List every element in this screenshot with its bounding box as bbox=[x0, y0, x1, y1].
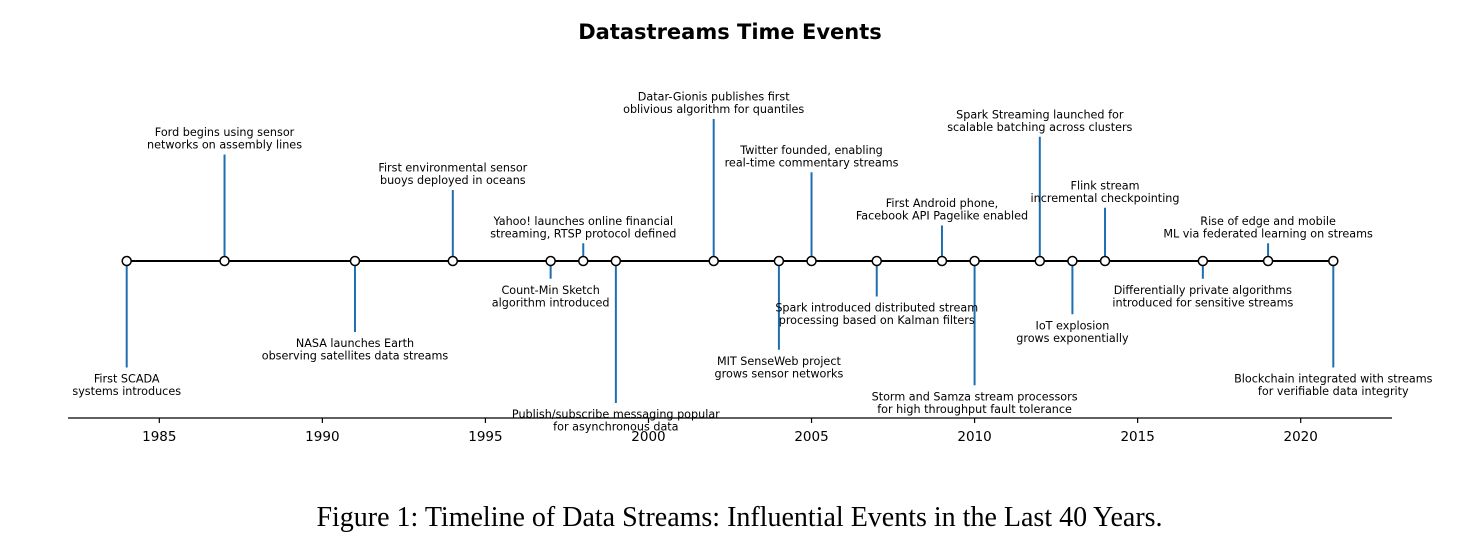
event-label-line: Storm and Samza stream processors bbox=[872, 390, 1078, 403]
event-label-line: Blockchain integrated with streams bbox=[1234, 373, 1433, 386]
event-label: Twitter founded, enabling real-time comme… bbox=[725, 144, 899, 170]
event-marker bbox=[121, 255, 132, 267]
x-axis-ticks: 1985 1990 1995 2000 2005 2010 2015 2020 bbox=[142, 418, 1318, 445]
event-label: Ford begins using sensor networks on asse… bbox=[147, 126, 302, 152]
event-label-line: IoT explosion bbox=[1036, 319, 1110, 332]
event-marker bbox=[578, 255, 589, 267]
event-marker bbox=[773, 255, 785, 267]
x-tick-label: 2020 bbox=[1284, 429, 1318, 445]
event-marker bbox=[969, 255, 980, 267]
event-label: MIT SenseWeb project grows sensor network… bbox=[715, 355, 844, 381]
event-label-line: NASA launches Earth bbox=[296, 337, 414, 350]
event-label: Spark Streaming launched for scalable bat… bbox=[947, 108, 1132, 134]
event-marker bbox=[1197, 255, 1209, 267]
event-label: Datar-Gionis publishes first oblivious al… bbox=[623, 91, 804, 117]
event-label: Yahoo! launches online financial streamin… bbox=[490, 215, 676, 241]
event-label: Flink stream incremental checkpointing bbox=[1031, 179, 1180, 205]
event-marker bbox=[610, 255, 622, 267]
x-tick-label: 1990 bbox=[305, 429, 339, 445]
event-marker bbox=[936, 255, 948, 267]
event-label-line: incremental checkpointing bbox=[1031, 192, 1180, 205]
event-label-line: for high throughput fault tolerance bbox=[877, 403, 1072, 416]
event-label-line: for verifiable data integrity bbox=[1258, 385, 1409, 398]
event-label-line: Count-Min Sketch bbox=[501, 284, 599, 297]
x-tick-label: 2010 bbox=[957, 429, 991, 445]
event-label: Spark introduced distributed stream proce… bbox=[775, 302, 978, 328]
event-label: Rise of edge and mobile ML via federated … bbox=[1163, 215, 1373, 241]
event-markers bbox=[121, 255, 1339, 267]
event-label-line: Ford begins using sensor bbox=[155, 126, 295, 139]
event-label-line: introduced for sensitive streams bbox=[1112, 296, 1293, 309]
event-marker bbox=[1328, 255, 1339, 267]
event-stems bbox=[125, 119, 1335, 403]
event-label-line: Publish/subscribe messaging popular bbox=[512, 408, 720, 421]
event-label-line: Yahoo! launches online financial bbox=[492, 215, 673, 228]
x-tick-label: 2005 bbox=[794, 429, 828, 445]
event-label-line: observing satellites data streams bbox=[262, 350, 449, 363]
event-label: Differentially private algorithms introdu… bbox=[1112, 284, 1293, 310]
event-marker bbox=[806, 255, 817, 267]
event-marker bbox=[219, 255, 230, 267]
event-label: First Android phone, Facebook API Pagelik… bbox=[856, 197, 1028, 223]
event-label-line: Datar-Gionis publishes first bbox=[638, 91, 790, 104]
event-label-line: networks on assembly lines bbox=[147, 139, 302, 152]
event-label: First SCADA systems introduces bbox=[72, 373, 181, 399]
event-label-line: processing based on Kalman filters bbox=[779, 314, 975, 327]
x-tick-label: 2015 bbox=[1120, 429, 1154, 445]
event-label: Publish/subscribe messaging popular for a… bbox=[512, 408, 720, 434]
event-label: Count-Min Sketch algorithm introduced bbox=[492, 284, 610, 310]
event-label-line: oblivious algorithm for quantiles bbox=[623, 103, 804, 116]
event-label-line: real-time commentary streams bbox=[725, 156, 899, 169]
event-label-line: Flink stream bbox=[1071, 179, 1140, 192]
event-label-line: grows sensor networks bbox=[715, 367, 844, 380]
event-label-line: grows exponentially bbox=[1016, 332, 1129, 345]
event-marker bbox=[708, 255, 719, 267]
timeline-chart: Datastreams Time Events First SCADA syste… bbox=[68, 20, 1433, 445]
chart-title: Datastreams Time Events bbox=[578, 20, 882, 44]
event-marker bbox=[1067, 255, 1078, 267]
event-label-line: Differentially private algorithms bbox=[1114, 284, 1292, 297]
event-label-line: systems introduces bbox=[72, 385, 181, 398]
event-label-line: MIT SenseWeb project bbox=[717, 355, 842, 368]
event-label-line: algorithm introduced bbox=[492, 296, 610, 309]
event-label: First environmental sensor buoys deployed… bbox=[378, 162, 527, 188]
x-tick-label: 1985 bbox=[142, 429, 176, 445]
event-label-line: ML via federated learning on streams bbox=[1163, 227, 1373, 240]
x-tick-label: 2000 bbox=[631, 429, 665, 445]
event-label: NASA launches Earth observing satellites … bbox=[262, 337, 449, 363]
event-marker bbox=[1262, 255, 1274, 267]
event-marker bbox=[871, 255, 882, 267]
x-tick-label: 1995 bbox=[468, 429, 502, 445]
event-labels: First SCADA systems introduces Ford begins… bbox=[72, 91, 1432, 434]
event-label-line: buoys deployed in oceans bbox=[380, 174, 526, 187]
event-label: Blockchain integrated with streams for ve… bbox=[1234, 373, 1433, 399]
event-label-line: First environmental sensor bbox=[378, 162, 527, 175]
event-marker bbox=[349, 255, 361, 267]
event-marker bbox=[545, 255, 556, 267]
event-label-line: Twitter founded, enabling bbox=[739, 144, 883, 157]
event-label-line: for asynchronous data bbox=[553, 421, 678, 434]
event-label-line: First Android phone, bbox=[886, 197, 998, 210]
event-marker bbox=[447, 255, 459, 267]
event-label-line: Spark Streaming launched for bbox=[956, 108, 1124, 121]
event-label-line: scalable batching across clusters bbox=[947, 121, 1132, 134]
event-label-line: Facebook API Pagelike enabled bbox=[856, 210, 1028, 223]
event-label: Storm and Samza stream processors for hig… bbox=[872, 390, 1078, 416]
figure-caption: Figure 1: Timeline of Data Streams: Infl… bbox=[316, 502, 1163, 533]
event-label-line: First SCADA bbox=[94, 373, 160, 386]
event-marker bbox=[1099, 255, 1111, 267]
event-label: IoT explosion grows exponentially bbox=[1016, 319, 1129, 345]
event-label-line: streaming, RTSP protocol defined bbox=[490, 227, 676, 240]
event-marker bbox=[1034, 255, 1046, 267]
event-label-line: Rise of edge and mobile bbox=[1200, 215, 1336, 228]
event-label-line: Spark introduced distributed stream bbox=[775, 302, 978, 315]
